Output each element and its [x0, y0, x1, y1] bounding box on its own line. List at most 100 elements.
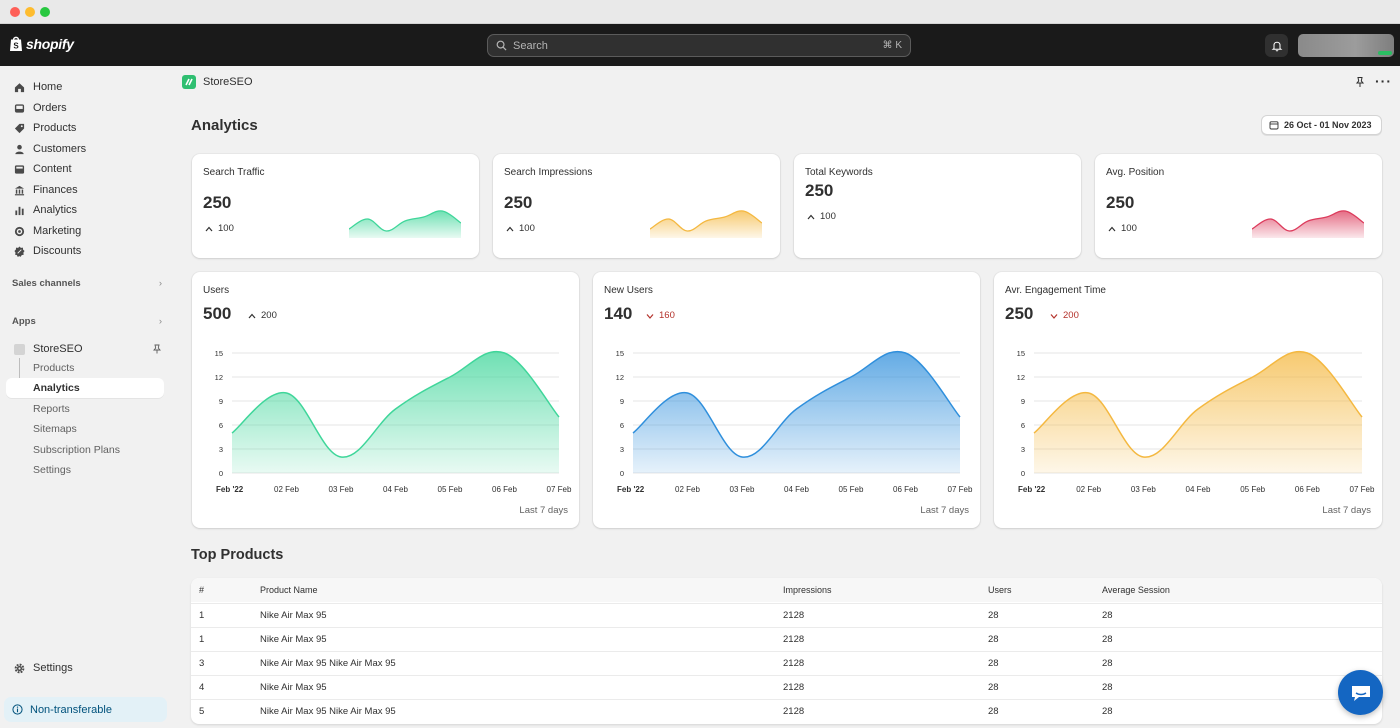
area-line	[231, 350, 560, 458]
y-tick-label: 0	[620, 469, 624, 478]
cell-average-session: 28	[1102, 610, 1113, 621]
sales-channels-label: Sales channels	[12, 278, 81, 289]
x-tick-label: 07 Feb	[1350, 485, 1375, 494]
sidebar-app-storeseo[interactable]: StoreSEO	[14, 341, 162, 357]
search-shortcut: ⌘ K	[882, 40, 902, 51]
cell-impressions: 2128	[783, 610, 805, 621]
cell-rank: 1	[199, 610, 205, 621]
sparkline-line	[349, 210, 461, 232]
shopify-wordmark: shopify	[26, 35, 74, 52]
table-row[interactable]: 5 Nike Air Max 95 Nike Air Max 95 2128 2…	[191, 699, 1382, 723]
column-header: #	[199, 585, 205, 595]
x-tick-label: 05 Feb	[1240, 485, 1265, 494]
area-chart: 0 3 6 9 12 15 Feb '22 02 Feb 03 Feb 04 Feb 05 Feb 0…	[215, 349, 572, 494]
zoom-window-button[interactable]	[40, 7, 50, 17]
pin-icon[interactable]	[1354, 76, 1366, 88]
search-bar[interactable]: Search ⌘ K	[487, 34, 911, 57]
y-tick-label: 3	[620, 445, 624, 454]
column-header: Product Name	[260, 585, 318, 595]
sidebar-item-label: Analytics	[33, 204, 78, 216]
apps-section[interactable]: Apps ›	[12, 316, 162, 327]
y-tick-label: 0	[1021, 469, 1025, 478]
non-transferable-banner[interactable]: Non-transferable	[4, 697, 167, 722]
area-fill	[633, 351, 960, 473]
non-transferable-label: Non-transferable	[30, 703, 112, 716]
cell-rank: 1	[199, 634, 205, 645]
sidebar-subitem-reports[interactable]: Reports	[33, 403, 70, 415]
top-products-table: # Product Name Impressions Users Average…	[191, 578, 1382, 724]
chart-card-new-users: New Users 140 160 0 3 6 9 12 15 Feb '22 02 Feb 0…	[593, 272, 980, 528]
y-tick-label: 15	[1017, 349, 1025, 358]
y-tick-label: 6	[1021, 421, 1025, 430]
date-range-label: 26 Oct - 01 Nov 2023	[1284, 120, 1372, 130]
chat-support-button[interactable]	[1338, 670, 1383, 715]
x-tick-label: 03 Feb	[730, 485, 755, 494]
sidebar-item-home[interactable]: Home	[6, 77, 164, 97]
y-tick-label: 9	[1021, 397, 1025, 406]
sales-channels-section[interactable]: Sales channels ›	[12, 278, 162, 289]
table-header-row: # Product Name Impressions Users Average…	[191, 578, 1382, 602]
cell-average-session: 28	[1102, 706, 1113, 717]
y-tick-label: 9	[620, 397, 624, 406]
chart-value: 250	[1005, 304, 1034, 323]
sidebar-item-finances[interactable]: Finances	[6, 180, 164, 200]
sidebar-item-orders[interactable]: Orders	[6, 98, 164, 118]
metric-value: 250	[1106, 193, 1135, 212]
chart-value: 500	[203, 304, 232, 323]
area-line	[1033, 350, 1363, 458]
sidebar-subitem-analytics[interactable]: Analytics	[6, 378, 164, 398]
sidebar-item-customers[interactable]: Customers	[6, 139, 164, 159]
arrow-up-icon	[205, 226, 213, 231]
chart-delta-value: 160	[659, 310, 675, 321]
shopify-logo[interactable]: S shopify	[9, 35, 74, 52]
metric-title: Search Traffic	[203, 167, 265, 178]
sidebar-item-label: Content	[33, 163, 72, 175]
person-icon	[14, 144, 25, 155]
sidebar-item-products[interactable]: Products	[6, 118, 164, 138]
metric-delta: 100	[807, 211, 836, 222]
metric-value: 250	[203, 193, 232, 212]
sidebar-item-discounts[interactable]: Discounts	[6, 241, 164, 261]
chart-delta-value: 200	[261, 310, 277, 321]
metric-card-search-impressions: Search Impressions 250 100	[493, 154, 780, 258]
cell-impressions: 2128	[783, 634, 805, 645]
store-account-menu[interactable]	[1298, 34, 1394, 57]
sidebar-subitem-products[interactable]: Products	[33, 362, 75, 374]
metric-delta-value: 100	[820, 211, 836, 222]
sidebar-item-label: Home	[33, 81, 63, 93]
close-window-button[interactable]	[10, 7, 20, 17]
sidebar-item-label: Finances	[33, 184, 78, 196]
chart-title: New Users	[604, 285, 653, 296]
sidebar-item-marketing[interactable]: Marketing	[6, 221, 164, 241]
window-titlebar	[0, 0, 1400, 24]
column-header: Users	[988, 585, 1012, 595]
area-chart: 0 3 6 9 12 15 Feb '22 02 Feb 03 Feb 04 Feb 05 Feb 0…	[616, 349, 973, 494]
search-placeholder: Search	[513, 39, 548, 52]
sidebar-item-settings[interactable]: Settings	[6, 658, 164, 678]
x-tick-label: 02 Feb	[274, 485, 299, 494]
sidebar-item-content[interactable]: Content	[6, 159, 164, 179]
metric-value: 250	[504, 193, 533, 212]
chart-delta: 200	[1050, 310, 1079, 321]
table-row[interactable]: 1 Nike Air Max 95 2128 28 28	[191, 603, 1382, 627]
chart-title: Avr. Engagement Time	[1005, 285, 1106, 296]
sidebar-item-analytics[interactable]: Analytics	[6, 200, 164, 220]
notifications-button[interactable]	[1265, 34, 1288, 57]
date-range-picker[interactable]: 26 Oct - 01 Nov 2023	[1261, 115, 1382, 135]
more-options-button[interactable]: ···	[1375, 73, 1392, 89]
svg-text:S: S	[13, 42, 19, 51]
minimize-window-button[interactable]	[25, 7, 35, 17]
table-row[interactable]: 1 Nike Air Max 95 2128 28 28	[191, 627, 1382, 651]
metric-card-avg-position: Avg. Position 250 100	[1095, 154, 1382, 258]
y-tick-label: 12	[616, 373, 624, 382]
pin-icon[interactable]	[152, 344, 162, 354]
gear-icon	[14, 663, 25, 674]
table-row[interactable]: 4 Nike Air Max 95 2128 28 28	[191, 675, 1382, 699]
sidebar-subitem-settings[interactable]: Settings	[33, 464, 71, 476]
sidebar-subitem-subscription-plans[interactable]: Subscription Plans	[33, 444, 120, 456]
metric-title: Total Keywords	[805, 167, 873, 178]
table-row[interactable]: 3 Nike Air Max 95 Nike Air Max 95 2128 2…	[191, 651, 1382, 675]
shopify-bag-icon: S	[10, 36, 22, 51]
chevron-right-icon: ›	[158, 278, 162, 289]
sidebar-subitem-sitemaps[interactable]: Sitemaps	[33, 423, 77, 435]
